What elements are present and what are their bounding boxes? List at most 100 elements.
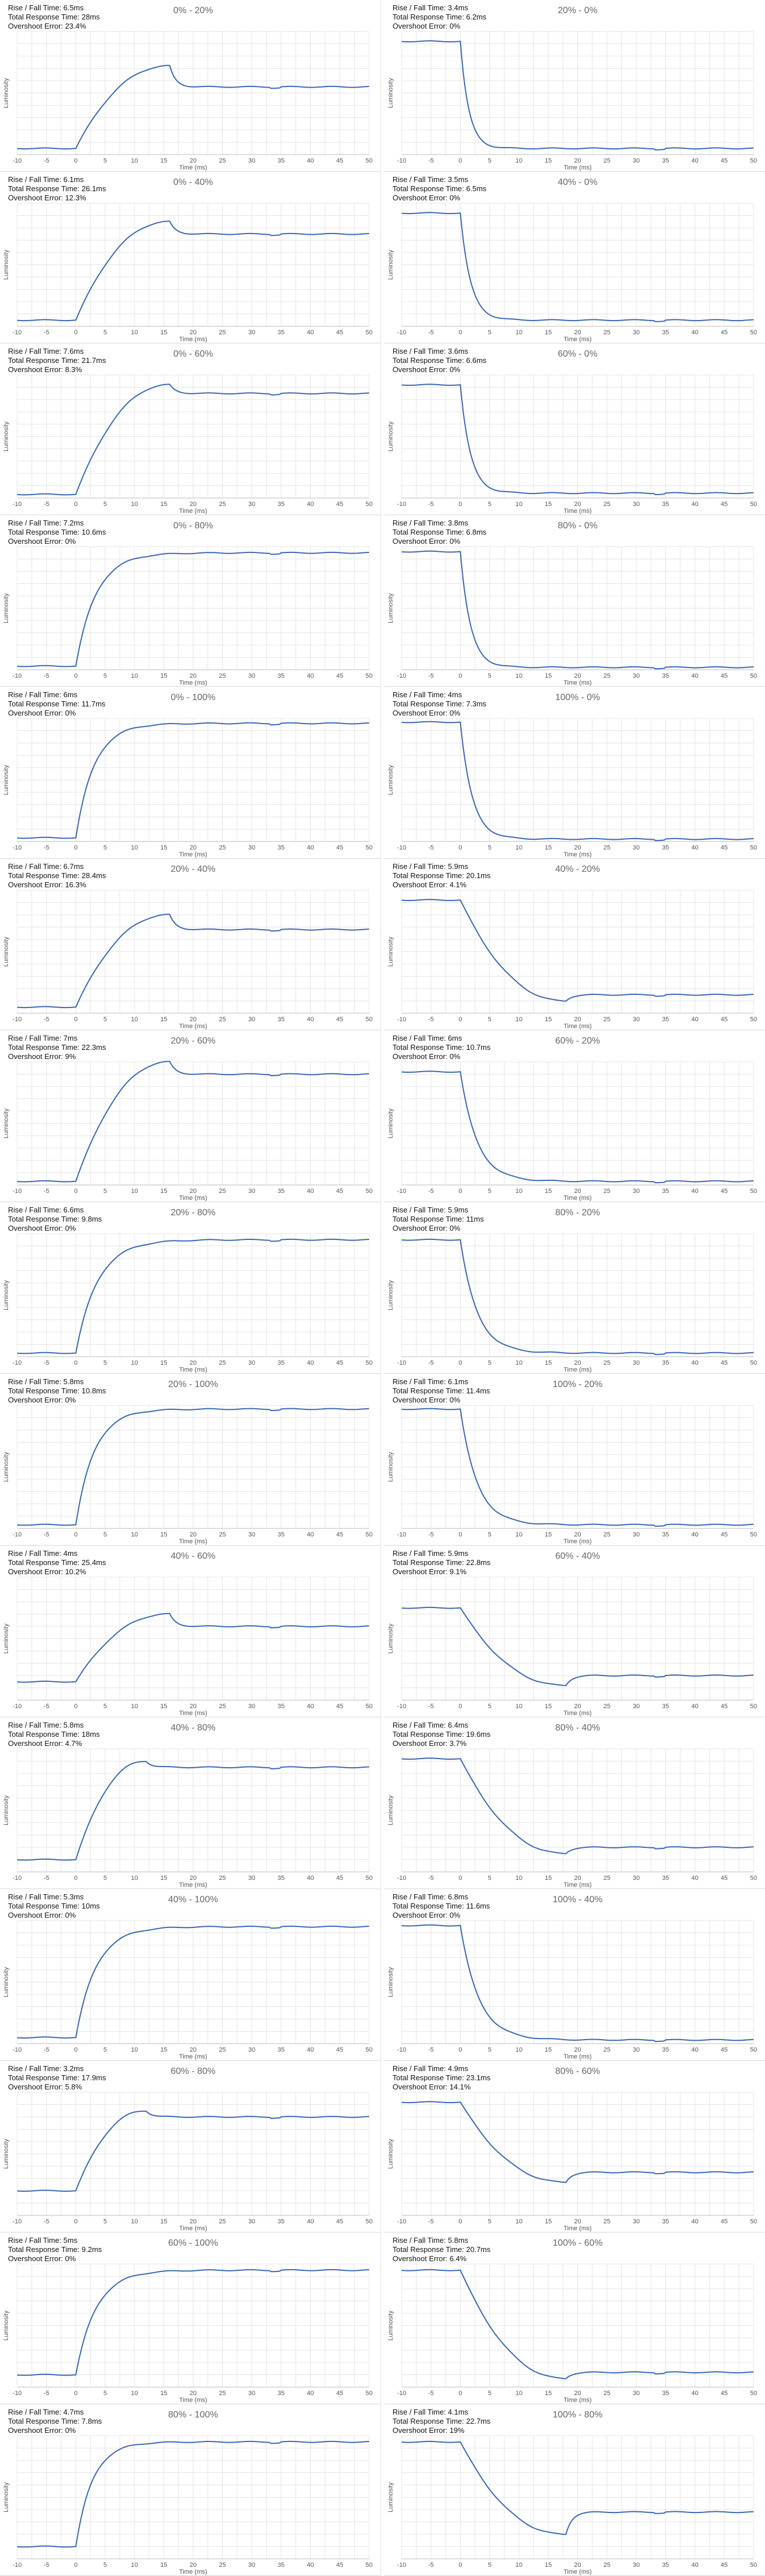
overshoot-error: Overshoot Error: 8.3% xyxy=(8,365,82,374)
x-tick-label: 30 xyxy=(248,2046,255,2053)
x-tick-label: -10 xyxy=(13,1016,22,1023)
x-tick-label: 35 xyxy=(662,329,669,336)
x-tick-label: 5 xyxy=(488,1016,491,1023)
rise-fall-time: Rise / Fall Time: 6ms xyxy=(8,690,78,699)
x-tick-label: -5 xyxy=(43,501,49,508)
overshoot-error: Overshoot Error: 0% xyxy=(8,537,76,546)
total-response-time: Total Response Time: 21.7ms xyxy=(8,356,106,365)
x-tick-label: 35 xyxy=(278,1188,284,1195)
x-tick-label: 35 xyxy=(278,673,284,679)
x-tick-label: 25 xyxy=(604,329,611,336)
x-tick-label: -10 xyxy=(397,1703,406,1710)
x-tick-label: 50 xyxy=(366,844,372,851)
chart-stats: Rise / Fall Time: 7.2ms Total Response Ti… xyxy=(8,519,106,546)
x-tick-label: 0 xyxy=(74,2562,77,2569)
x-tick-label: 0 xyxy=(458,1531,462,1538)
chart-title: 20% - 0% xyxy=(557,6,598,15)
overshoot-error: Overshoot Error: 0% xyxy=(393,1224,461,1232)
x-tick-label: 35 xyxy=(662,1531,669,1538)
x-tick-label: 45 xyxy=(336,2562,343,2569)
overshoot-error: Overshoot Error: 4.7% xyxy=(8,1739,82,1748)
rise-fall-time: Rise / Fall Time: 5.9ms xyxy=(393,862,469,871)
chart-panel: Rise / Fall Time: 4.1ms Total Response Ti… xyxy=(385,2404,765,2576)
x-tick-label: 35 xyxy=(662,1016,669,1023)
y-axis-label: Luminosity xyxy=(3,1795,10,1826)
luminosity-curve xyxy=(17,914,370,1009)
chart-stats: Rise / Fall Time: 6.7ms Total Response Ti… xyxy=(8,862,106,890)
x-tick-label: 15 xyxy=(160,673,167,679)
chart-title: 60% - 80% xyxy=(171,2067,216,2076)
chart-stats: Rise / Fall Time: 6ms Total Response Time… xyxy=(393,1034,490,1061)
x-tick-label: 45 xyxy=(721,1360,728,1366)
x-tick-label: 50 xyxy=(750,501,757,508)
chart-plot: -10 -5 0 5 10 15 20 25 30 35 40 45 50 Time (ms) Lumino… xyxy=(387,890,757,1030)
total-response-time: Total Response Time: 10ms xyxy=(8,1902,100,1910)
x-tick-label: 25 xyxy=(604,2218,611,2225)
chart-title: 0% - 40% xyxy=(173,177,213,187)
x-tick-label: 45 xyxy=(336,501,343,508)
x-tick-label: -5 xyxy=(43,1016,49,1023)
x-tick-label: 30 xyxy=(633,2046,640,2053)
x-tick-label: -5 xyxy=(428,1188,434,1195)
x-tick-label: 40 xyxy=(307,2562,314,2569)
luminosity-curve xyxy=(17,1061,370,1183)
x-tick-label: 40 xyxy=(691,1875,698,1882)
x-axis-label: Time (ms) xyxy=(179,1710,207,1717)
x-tick-label: -10 xyxy=(13,329,22,336)
x-axis-label: Time (ms) xyxy=(179,336,207,343)
total-response-time: Total Response Time: 6.2ms xyxy=(393,13,487,21)
chart-panel: Rise / Fall Time: 5.8ms Total Response Ti… xyxy=(385,2233,765,2404)
rise-fall-time: Rise / Fall Time: 3.5ms xyxy=(393,175,469,184)
x-tick-label: 10 xyxy=(131,1360,138,1366)
rise-fall-time: Rise / Fall Time: 4.7ms xyxy=(8,2408,84,2416)
x-tick-label: 25 xyxy=(219,1188,226,1195)
x-tick-label: 25 xyxy=(219,1531,226,1538)
x-tick-label: 50 xyxy=(750,2046,757,2053)
x-axis-label: Time (ms) xyxy=(564,2225,592,2232)
overshoot-error: Overshoot Error: 16.3% xyxy=(8,880,86,889)
x-axis-label: Time (ms) xyxy=(179,1023,207,1030)
x-tick-label: 20 xyxy=(574,1360,581,1366)
luminosity-curve xyxy=(17,1238,370,1354)
x-tick-label: 40 xyxy=(691,329,698,336)
chart-plot: -10 -5 0 5 10 15 20 25 30 35 40 45 50 Time (ms) Lumino… xyxy=(3,2263,372,2404)
x-tick-label: 15 xyxy=(545,1016,552,1023)
x-tick-label: 25 xyxy=(604,501,611,508)
x-tick-label: 40 xyxy=(691,673,698,679)
x-tick-label: 30 xyxy=(248,2218,255,2225)
chart-stats: Rise / Fall Time: 3.5ms Total Response Ti… xyxy=(393,175,486,203)
luminosity-curve xyxy=(401,1070,754,1184)
rise-fall-time: Rise / Fall Time: 3.8ms xyxy=(393,519,469,527)
x-tick-label: 40 xyxy=(307,329,314,336)
x-tick-label: 45 xyxy=(336,1188,343,1195)
total-response-time: Total Response Time: 23.1ms xyxy=(393,2073,491,2082)
y-axis-label: Luminosity xyxy=(3,1623,10,1654)
total-response-time: Total Response Time: 20.1ms xyxy=(393,871,491,880)
x-tick-label: 35 xyxy=(278,1875,284,1882)
x-tick-label: 25 xyxy=(219,2562,226,2569)
x-tick-label: 40 xyxy=(307,1875,314,1882)
chart-stats: Rise / Fall Time: 6.5ms Total Response Ti… xyxy=(8,3,100,31)
x-tick-label: 45 xyxy=(721,329,728,336)
x-tick-label: 30 xyxy=(248,1531,255,1538)
x-tick-label: 5 xyxy=(104,844,107,851)
x-tick-label: 5 xyxy=(488,2562,491,2569)
chart-plot: -10 -5 0 5 10 15 20 25 30 35 40 45 50 Time (ms) Lumino… xyxy=(387,1233,757,1373)
y-axis-label: Luminosity xyxy=(387,2482,394,2512)
chart-title: 60% - 100% xyxy=(168,2238,219,2248)
chart-plot: -10 -5 0 5 10 15 20 25 30 35 40 45 50 Time (ms) Lumino… xyxy=(3,203,372,343)
y-axis-label: Luminosity xyxy=(387,250,394,280)
overshoot-error: Overshoot Error: 9.1% xyxy=(393,1567,467,1576)
x-tick-label: -10 xyxy=(397,1016,406,1023)
total-response-time: Total Response Time: 6.8ms xyxy=(393,528,487,536)
overshoot-error: Overshoot Error: 0% xyxy=(8,2254,76,2263)
chart-title: 40% - 60% xyxy=(171,1551,216,1561)
x-tick-label: 45 xyxy=(721,1703,728,1710)
x-tick-label: 30 xyxy=(633,1703,640,1710)
x-tick-label: 25 xyxy=(219,2390,226,2397)
x-axis-label: Time (ms) xyxy=(179,851,207,858)
x-tick-label: -10 xyxy=(397,1360,406,1366)
x-tick-label: 0 xyxy=(458,157,462,164)
rise-fall-time: Rise / Fall Time: 7.6ms xyxy=(8,347,84,355)
x-tick-label: 45 xyxy=(336,673,343,679)
